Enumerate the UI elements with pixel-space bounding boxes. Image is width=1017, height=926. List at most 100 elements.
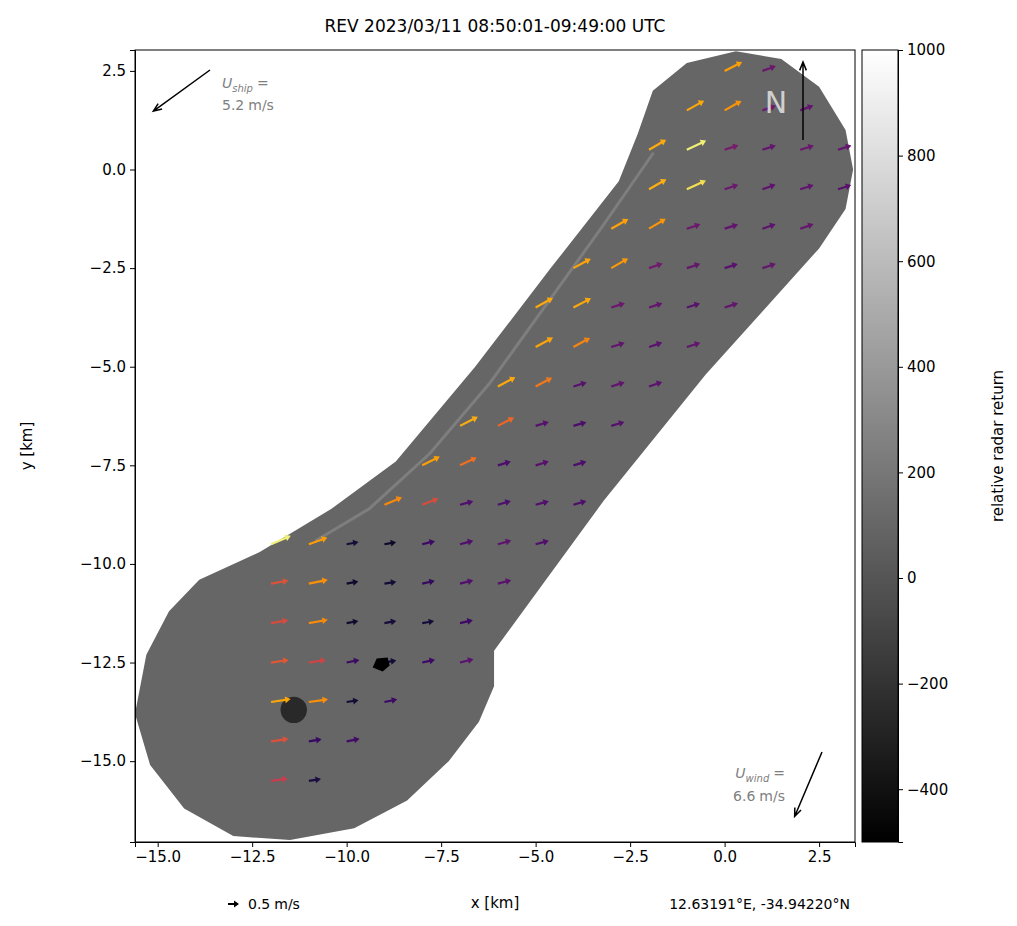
north-arrow xyxy=(800,62,807,140)
current-vector xyxy=(762,183,776,190)
current-vector xyxy=(309,697,328,704)
current-vector xyxy=(271,618,288,625)
y-axis: 2.50.0−2.5−5.0−7.5−10.0−12.5−15.0 xyxy=(80,51,135,843)
quiver-key-speed: 0.5 xyxy=(248,896,270,912)
x-tick-mark xyxy=(536,842,537,847)
current-vector xyxy=(649,341,663,348)
colorbar-tick-mark xyxy=(898,578,903,579)
wind-unit: m/s xyxy=(759,788,785,804)
y-tick-mark xyxy=(130,761,135,762)
current-vector xyxy=(611,258,628,269)
current-vector xyxy=(346,658,359,665)
colorbar-tick-label: 600 xyxy=(907,253,936,271)
current-vector xyxy=(460,539,473,546)
colorbar xyxy=(862,50,898,842)
x-tick-label: 2.5 xyxy=(808,848,832,866)
y-tick-label: −15.0 xyxy=(80,752,126,770)
plot-frame xyxy=(135,50,855,842)
x-tick: 2.5 xyxy=(808,842,832,866)
y-tick: −7.5 xyxy=(90,457,135,475)
x-tick-label: −10.0 xyxy=(324,848,370,866)
background xyxy=(0,0,1017,926)
title: REV 2023/03/11 08:50:01-09:49:00 UTC xyxy=(325,16,666,36)
current-vector xyxy=(762,144,776,151)
colorbar-tick-mark xyxy=(898,261,903,262)
current-vector xyxy=(838,183,852,190)
current-vector xyxy=(686,341,700,348)
ship-relation: = xyxy=(257,75,269,91)
wind-relation: = xyxy=(773,765,785,781)
current-vector xyxy=(309,777,321,784)
current-vector xyxy=(271,697,291,704)
current-vector xyxy=(724,144,738,151)
colorbar-tick-label: 0 xyxy=(907,569,917,587)
current-vector xyxy=(648,140,666,151)
current-vector xyxy=(498,499,511,506)
current-vector xyxy=(309,737,322,744)
current-vector xyxy=(838,144,852,151)
current-vector xyxy=(422,619,434,626)
current-vector xyxy=(611,341,625,348)
current-vector xyxy=(309,617,328,624)
current-vector xyxy=(611,420,625,427)
y-tick: −5.0 xyxy=(90,358,135,376)
x-tick-mark xyxy=(819,842,820,847)
colorbar-tick-label: 200 xyxy=(907,464,936,482)
colorbar-axis: −400−20002004006008001000 xyxy=(898,41,948,842)
y-tick-mark xyxy=(130,367,135,368)
current-vector xyxy=(346,579,358,586)
y-tick-label: 0.0 xyxy=(102,161,126,179)
y-tick: −15.0 xyxy=(80,752,135,770)
current-vector xyxy=(460,618,473,625)
current-vector xyxy=(460,457,477,467)
current-vector xyxy=(271,535,291,545)
current-vector xyxy=(686,140,706,151)
x-tick-mark xyxy=(725,842,726,847)
y-tick-label: −10.0 xyxy=(80,555,126,573)
x-tick-label: −7.5 xyxy=(423,848,459,866)
y-axis-title: y [km] xyxy=(18,422,36,471)
y-tick: 2.5 xyxy=(102,62,135,80)
y-tick-label: 2.5 xyxy=(102,62,126,80)
current-vector xyxy=(535,460,549,467)
current-vector xyxy=(498,539,512,546)
current-vector xyxy=(686,180,706,191)
y-tick-mark xyxy=(130,71,135,72)
ship-subscript: ship xyxy=(232,83,253,94)
current-vector xyxy=(724,302,738,309)
y-tick-label: −2.5 xyxy=(90,259,126,277)
current-vector xyxy=(800,223,814,230)
x-tick: −7.5 xyxy=(423,842,459,866)
y-tick-label: −5.0 xyxy=(90,358,126,376)
current-vector xyxy=(460,499,473,506)
current-vector xyxy=(497,417,514,427)
ship-arrow xyxy=(153,70,210,111)
x-tick: −10.0 xyxy=(324,842,370,866)
y-tick-mark xyxy=(130,663,135,664)
current-vector xyxy=(724,62,742,72)
current-vector xyxy=(384,496,402,505)
current-vector xyxy=(535,337,553,348)
wind-arrow xyxy=(795,752,822,816)
colorbar-tick: 800 xyxy=(898,147,936,165)
current-vector xyxy=(346,540,358,547)
current-vector xyxy=(309,657,326,664)
x-tick-label: 0.0 xyxy=(713,848,737,866)
current-vector xyxy=(535,499,548,506)
quiver-key-unit: m/s xyxy=(274,896,300,912)
current-vector xyxy=(384,697,397,704)
y-tick-mark xyxy=(130,465,135,466)
colorbar-tick-mark xyxy=(898,684,903,685)
colorbar-tick-mark xyxy=(898,789,903,790)
current-vector xyxy=(573,338,590,348)
ship-speed-label: 5.2m/s xyxy=(222,97,274,113)
current-vector xyxy=(573,258,591,269)
current-vector xyxy=(271,776,288,783)
ship-label: Uship= xyxy=(222,75,269,94)
current-vector xyxy=(498,460,511,467)
current-vector xyxy=(762,65,776,72)
current-vector xyxy=(800,104,814,111)
quiver-key-arrow xyxy=(228,901,239,908)
colorbar-tick-mark xyxy=(898,367,903,368)
x-tick: −2.5 xyxy=(612,842,648,866)
